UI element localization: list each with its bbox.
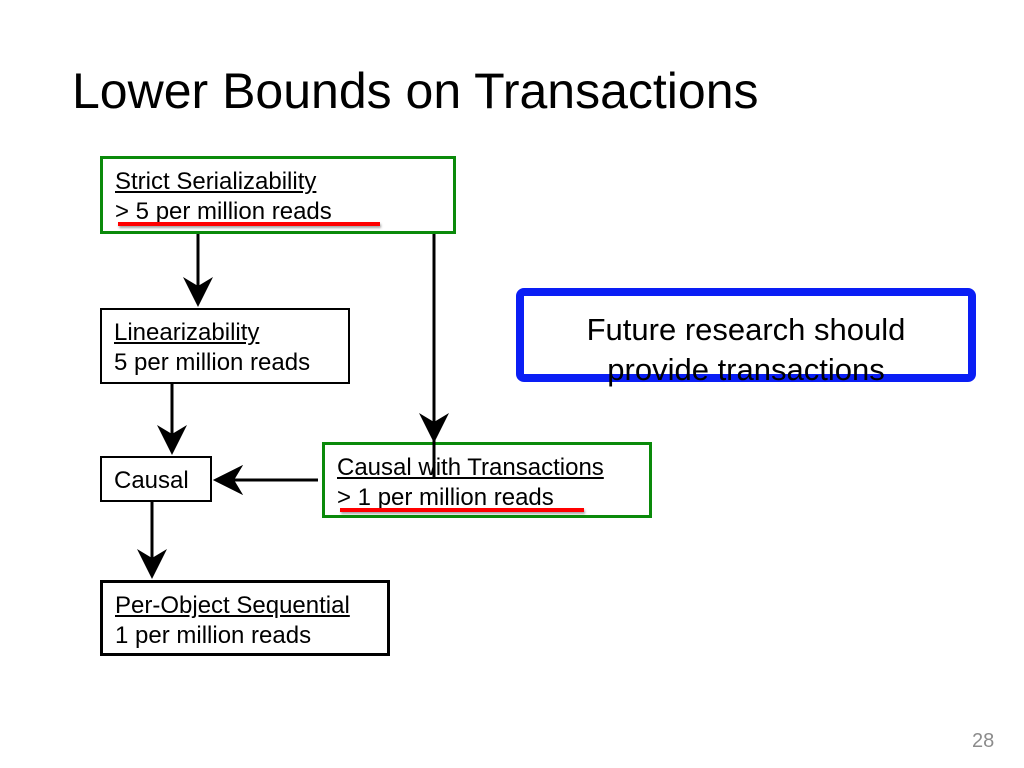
callout-future-research: Future research should provide transacti… bbox=[516, 288, 976, 382]
node-title: Strict Serializability bbox=[115, 167, 441, 197]
page-title: Lower Bounds on Transactions bbox=[72, 62, 759, 120]
node-title: Per-Object Sequential bbox=[115, 591, 375, 621]
node-title: Causal with Transactions bbox=[337, 453, 637, 483]
node-title: Linearizability bbox=[114, 318, 336, 348]
node-subtitle: 5 per million reads bbox=[114, 348, 336, 378]
node-title: Causal bbox=[114, 466, 198, 496]
node-linearizability: Linearizability 5 per million reads bbox=[100, 308, 350, 384]
page-number: 28 bbox=[972, 730, 994, 753]
red-underline bbox=[118, 222, 380, 226]
node-subtitle: 1 per million reads bbox=[115, 621, 375, 651]
node-per-object-sequential: Per-Object Sequential 1 per million read… bbox=[100, 580, 390, 656]
node-causal: Causal bbox=[100, 456, 212, 502]
node-causal-with-transactions: Causal with Transactions > 1 per million… bbox=[322, 442, 652, 518]
red-underline bbox=[340, 508, 584, 512]
